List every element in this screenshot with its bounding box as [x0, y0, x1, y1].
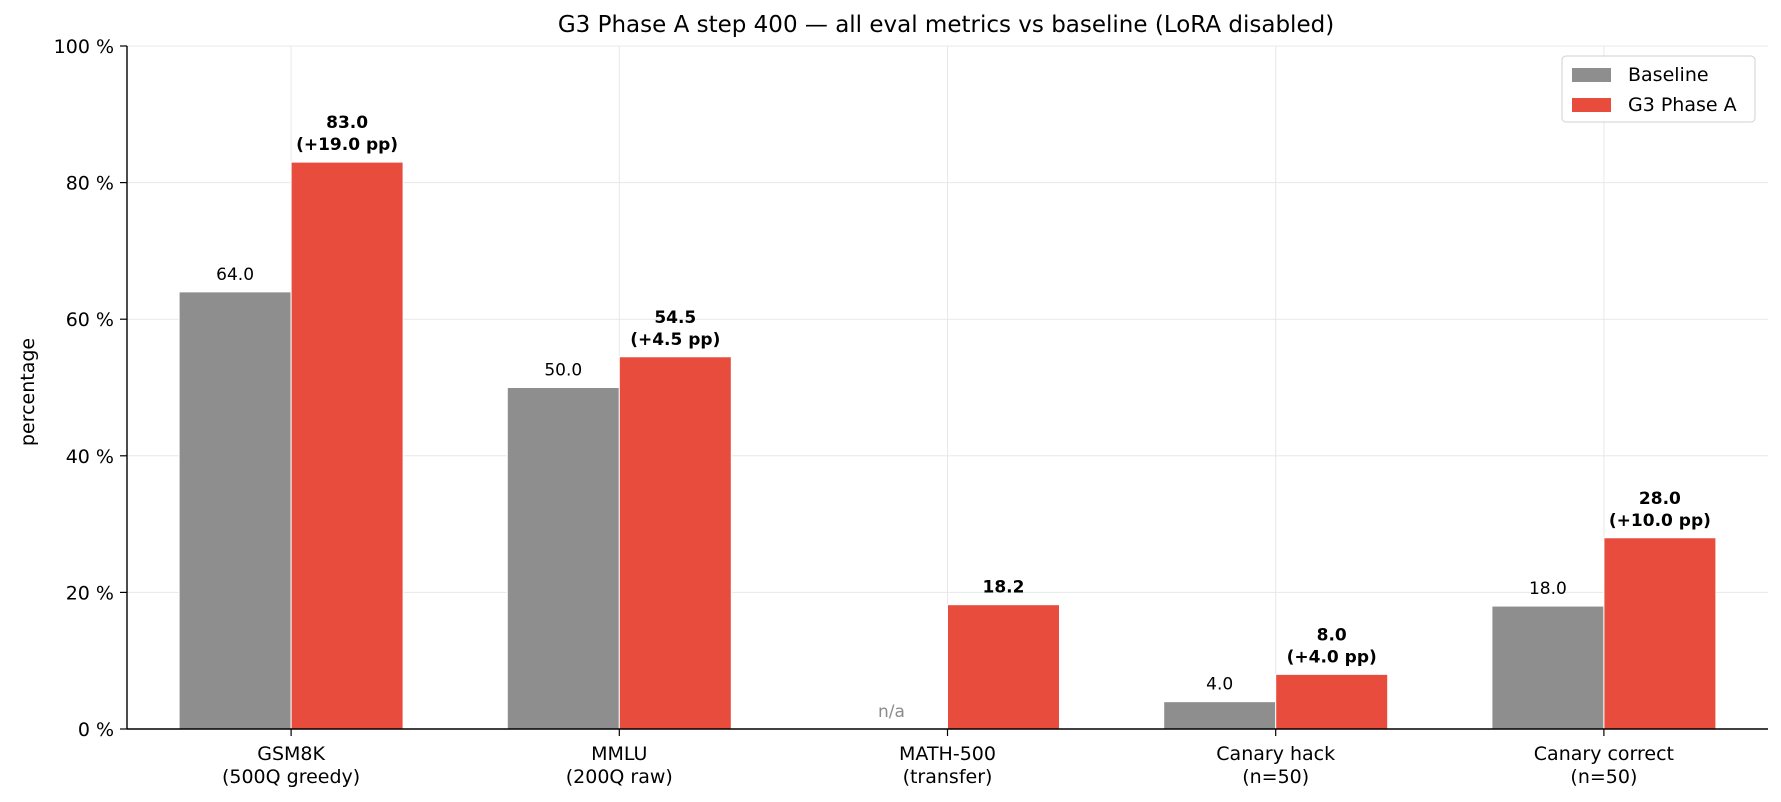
value-label-line: 83.0: [326, 113, 368, 133]
y-tick-label: 40 %: [66, 446, 114, 468]
x-tick-label-line: MATH-500: [899, 743, 996, 765]
value-label-baseline: 64.0: [216, 265, 254, 285]
value-label-g3-phase-a: 18.2: [983, 578, 1025, 598]
value-label-g3-phase-a: 28.0 (+10.0 pp): [1609, 489, 1711, 531]
legend: Baseline G3 Phase A: [1561, 55, 1756, 123]
x-tick-label-line: (n=50): [1242, 766, 1309, 788]
value-label-line: 28.0: [1639, 489, 1681, 509]
value-label-line: 18.2: [983, 578, 1025, 598]
value-label-line: 54.5: [654, 308, 696, 328]
x-tick-label-line: Canary correct: [1534, 743, 1674, 765]
y-tick-label: 20 %: [66, 582, 114, 604]
value-label-g3-phase-a: 83.0 (+19.0 pp): [296, 113, 398, 155]
value-label-baseline: 50.0: [544, 361, 582, 381]
x-tick-label-line: (n=50): [1570, 766, 1637, 788]
bar-baseline: [506, 387, 620, 730]
bar-g3-phase-a: [290, 161, 404, 730]
legend-swatch: [1572, 98, 1611, 112]
bars: [178, 161, 1717, 730]
y-tick-label: 100 %: [54, 36, 114, 58]
value-label-line: (+19.0 pp): [296, 135, 398, 155]
value-label-g3-phase-a: 54.5 (+4.5 pp): [630, 308, 720, 350]
y-tick-label: 0 %: [78, 719, 114, 741]
x-tick-label: Canary hack (n=50): [1216, 743, 1335, 788]
y-tick-label: 80 %: [66, 173, 114, 195]
value-label-line: 8.0: [1317, 625, 1347, 645]
bar-baseline: [1163, 701, 1277, 730]
bar-baseline: [178, 291, 292, 730]
x-tick-label-line: MMLU: [591, 743, 647, 765]
value-label-baseline: 4.0: [1206, 675, 1233, 695]
x-tick-label: MMLU (200Q raw): [566, 743, 673, 788]
legend-label: Baseline: [1628, 64, 1709, 86]
y-tick-label: 60 %: [66, 309, 114, 331]
legend-label: G3 Phase A: [1628, 94, 1737, 116]
value-label-g3-phase-a: 8.0 (+4.0 pp): [1287, 625, 1377, 667]
x-tick-label-line: (transfer): [903, 766, 993, 788]
bar-g3-phase-a: [1603, 537, 1717, 730]
x-tick-label-line: (200Q raw): [566, 766, 673, 788]
y-axis-label: percentage: [17, 338, 39, 446]
value-label-line: (+4.0 pp): [1287, 647, 1377, 667]
x-tick-label-line: Canary hack: [1216, 743, 1335, 765]
x-tick-label-line: GSM8K: [257, 743, 325, 765]
x-tick-label: GSM8K (500Q greedy): [222, 743, 360, 788]
value-label-baseline: 18.0: [1529, 579, 1567, 599]
x-tick-label: MATH-500 (transfer): [899, 743, 996, 788]
bar-g3-phase-a: [618, 356, 732, 730]
value-label-na: n/a: [878, 702, 905, 722]
bar-g3-phase-a: [947, 604, 1060, 730]
value-labels: 64.050.0n/a4.018.083.0 (+19.0 pp)54.5 (+4.…: [216, 113, 1711, 722]
x-tick-label-line: (500Q greedy): [222, 766, 360, 788]
bar-g3-phase-a: [1275, 673, 1389, 730]
legend-swatch: [1572, 68, 1611, 82]
value-label-line: (+10.0 pp): [1609, 511, 1711, 531]
chart-title: G3 Phase A step 400 — all eval metrics v…: [558, 12, 1334, 38]
bar-baseline: [1491, 605, 1605, 730]
axes: 0 % 20 % 40 % 60 % 80 % 100 % GSM8K (500Q greed…: [54, 36, 1768, 788]
x-tick-label: Canary correct (n=50): [1534, 743, 1674, 788]
value-label-line: (+4.5 pp): [630, 330, 720, 350]
